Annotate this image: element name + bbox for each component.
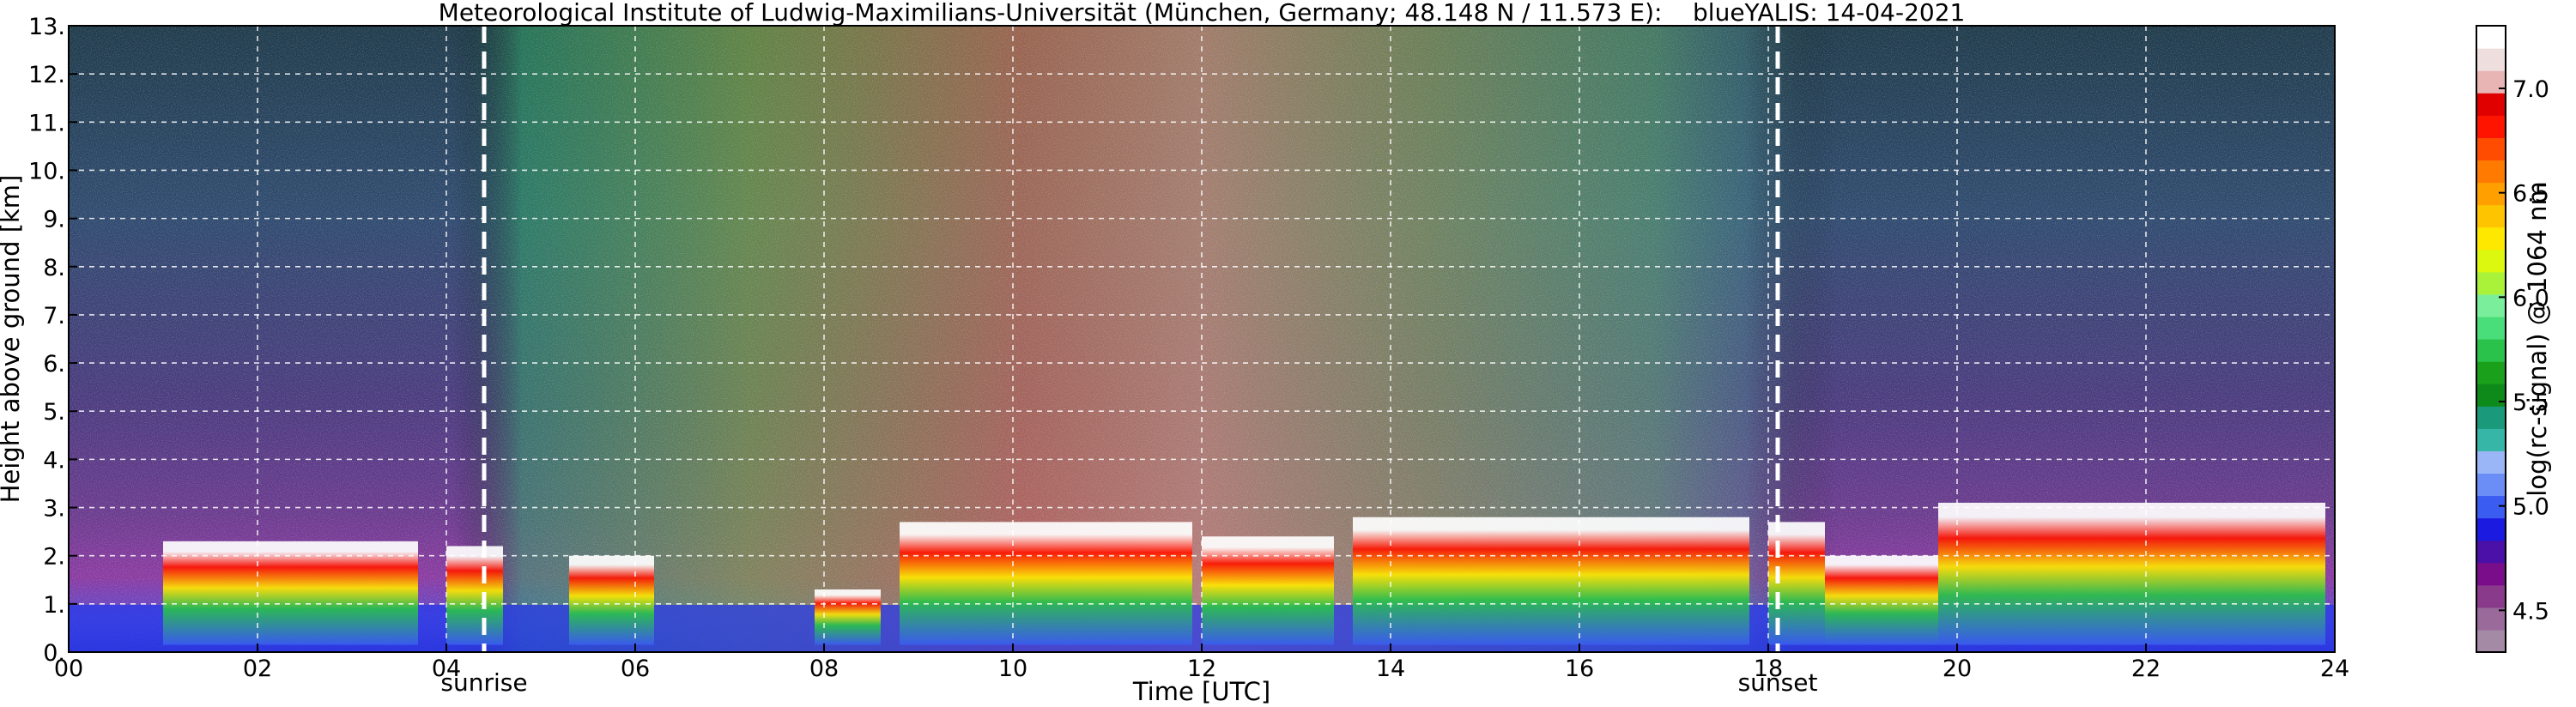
colorbar-tick-label: 4.5 <box>2512 598 2549 625</box>
cloud-layer-9 <box>1938 502 2325 645</box>
colorbar <box>2476 25 2506 653</box>
y-tick-label: 4. <box>43 447 65 474</box>
cloud-layer-0 <box>163 541 418 645</box>
y-tick-label: 2. <box>43 544 65 571</box>
colorbar-swatch-20 <box>2476 182 2506 206</box>
y-tick-label: 11. <box>28 110 65 136</box>
colorbar-tick-label: 6.0 <box>2512 285 2549 311</box>
colorbar-frame <box>2476 25 2506 653</box>
cloud-layer-6 <box>1353 517 1749 645</box>
y-tick-label: 6. <box>43 351 65 378</box>
colorbar-swatch-16 <box>2476 271 2506 295</box>
cloud-layer-8 <box>1825 555 1938 645</box>
x-tick-label: 12 <box>1187 656 1216 682</box>
colorbar-swatch-2 <box>2476 584 2506 608</box>
colorbar-swatch-12 <box>2476 361 2506 384</box>
x-tick-label: 22 <box>2131 656 2161 682</box>
y-tick-label: 9. <box>43 207 65 233</box>
colorbar-swatch-24 <box>2476 93 2506 116</box>
colorbar-swatch-9 <box>2476 428 2506 451</box>
colorbar-swatch-22 <box>2476 137 2506 161</box>
gridlines <box>69 26 2335 652</box>
cloud-layer-4 <box>900 522 1192 645</box>
y-tick-label: 12. <box>28 62 65 88</box>
event-labels: sunrise sunset <box>440 668 1817 697</box>
x-tick-label: 06 <box>621 656 650 682</box>
x-tick-label: 10 <box>998 656 1027 682</box>
cloud-layer-3 <box>815 589 881 645</box>
y-axis: 0. 1. 2. 3. 4. 5. 6. 7. 8. 9. 10. 11. 12. 13. <box>28 14 77 667</box>
colorbar-swatch-5 <box>2476 517 2506 541</box>
event-lines <box>482 26 1780 652</box>
sunrise-label: sunrise <box>440 668 527 697</box>
colorbar-tick-label: 5.0 <box>2512 494 2549 521</box>
colorbar-swatch-26 <box>2476 48 2506 71</box>
colorbar-swatch-4 <box>2476 540 2506 564</box>
y-tick-label: 13. <box>28 14 65 40</box>
colorbar-swatch-18 <box>2476 227 2506 251</box>
x-tick-label: 00 <box>54 656 83 682</box>
plot-area <box>69 26 2335 652</box>
y-tick-label: 7. <box>43 303 65 329</box>
colorbar-swatch-3 <box>2476 562 2506 586</box>
x-tick-label: 18 <box>1754 656 1783 682</box>
x-axis: 00 02 04 06 08 10 12 14 16 18 20 22 24 <box>54 644 2349 682</box>
x-tick-label: 16 <box>1565 656 1594 682</box>
cloud-layers <box>163 502 2325 645</box>
sunset-label: sunset <box>1738 668 1818 697</box>
y-tick-label: 3. <box>43 496 65 523</box>
y-tick-label: 1. <box>43 592 65 619</box>
colorbar-swatch-14 <box>2476 316 2506 340</box>
colorbar-tick-label: 7.0 <box>2512 76 2549 103</box>
x-tick-label: 20 <box>1943 656 1972 682</box>
colorbar-swatch-25 <box>2476 70 2506 94</box>
colorbar-swatch-23 <box>2476 115 2506 138</box>
x-tick-label: 08 <box>809 656 839 682</box>
colorbar-ticks: 4.5 5.0 5.5 6.0 6.5 7.0 <box>2499 76 2549 625</box>
colorbar-swatch-21 <box>2476 160 2506 184</box>
cloud-layer-1 <box>446 546 503 645</box>
colorbar-swatch-0 <box>2476 629 2506 653</box>
y-tick-label: 5. <box>43 399 65 426</box>
chart-title: Meteorological Institute of Ludwig-Maxim… <box>439 0 1966 27</box>
colorbar-swatch-11 <box>2476 384 2506 407</box>
colorbar-swatch-10 <box>2476 406 2506 429</box>
colorbar-label: log(rc-signal) @ 1064 nm <box>2523 181 2552 496</box>
colorbar-swatch-17 <box>2476 249 2506 273</box>
y-tick-label: 0. <box>43 640 65 667</box>
colorbar-swatch-6 <box>2476 495 2506 519</box>
colorbar-swatch-19 <box>2476 204 2506 228</box>
colorbar-swatch-8 <box>2476 450 2506 474</box>
y-axis-label: Height above ground [km] <box>0 175 25 504</box>
colorbar-swatch-27 <box>2476 26 2506 49</box>
x-tick-label: 14 <box>1376 656 1405 682</box>
cloud-layer-2 <box>569 555 654 645</box>
colorbar-tick-label: 5.5 <box>2512 390 2549 416</box>
y-tick-label: 10. <box>28 158 65 184</box>
colorbar-swatch-7 <box>2476 473 2506 497</box>
y-tick-label: 8. <box>43 255 65 281</box>
colorbar-swatch-13 <box>2476 339 2506 362</box>
x-axis-label: Time [UTC] <box>1132 677 1270 706</box>
x-tick-label: 04 <box>432 656 461 682</box>
cloud-layer-5 <box>1202 536 1334 645</box>
colorbar-tick-label: 6.5 <box>2512 181 2549 208</box>
x-tick-label: 02 <box>243 656 272 682</box>
x-tick-label: 24 <box>2320 656 2349 682</box>
